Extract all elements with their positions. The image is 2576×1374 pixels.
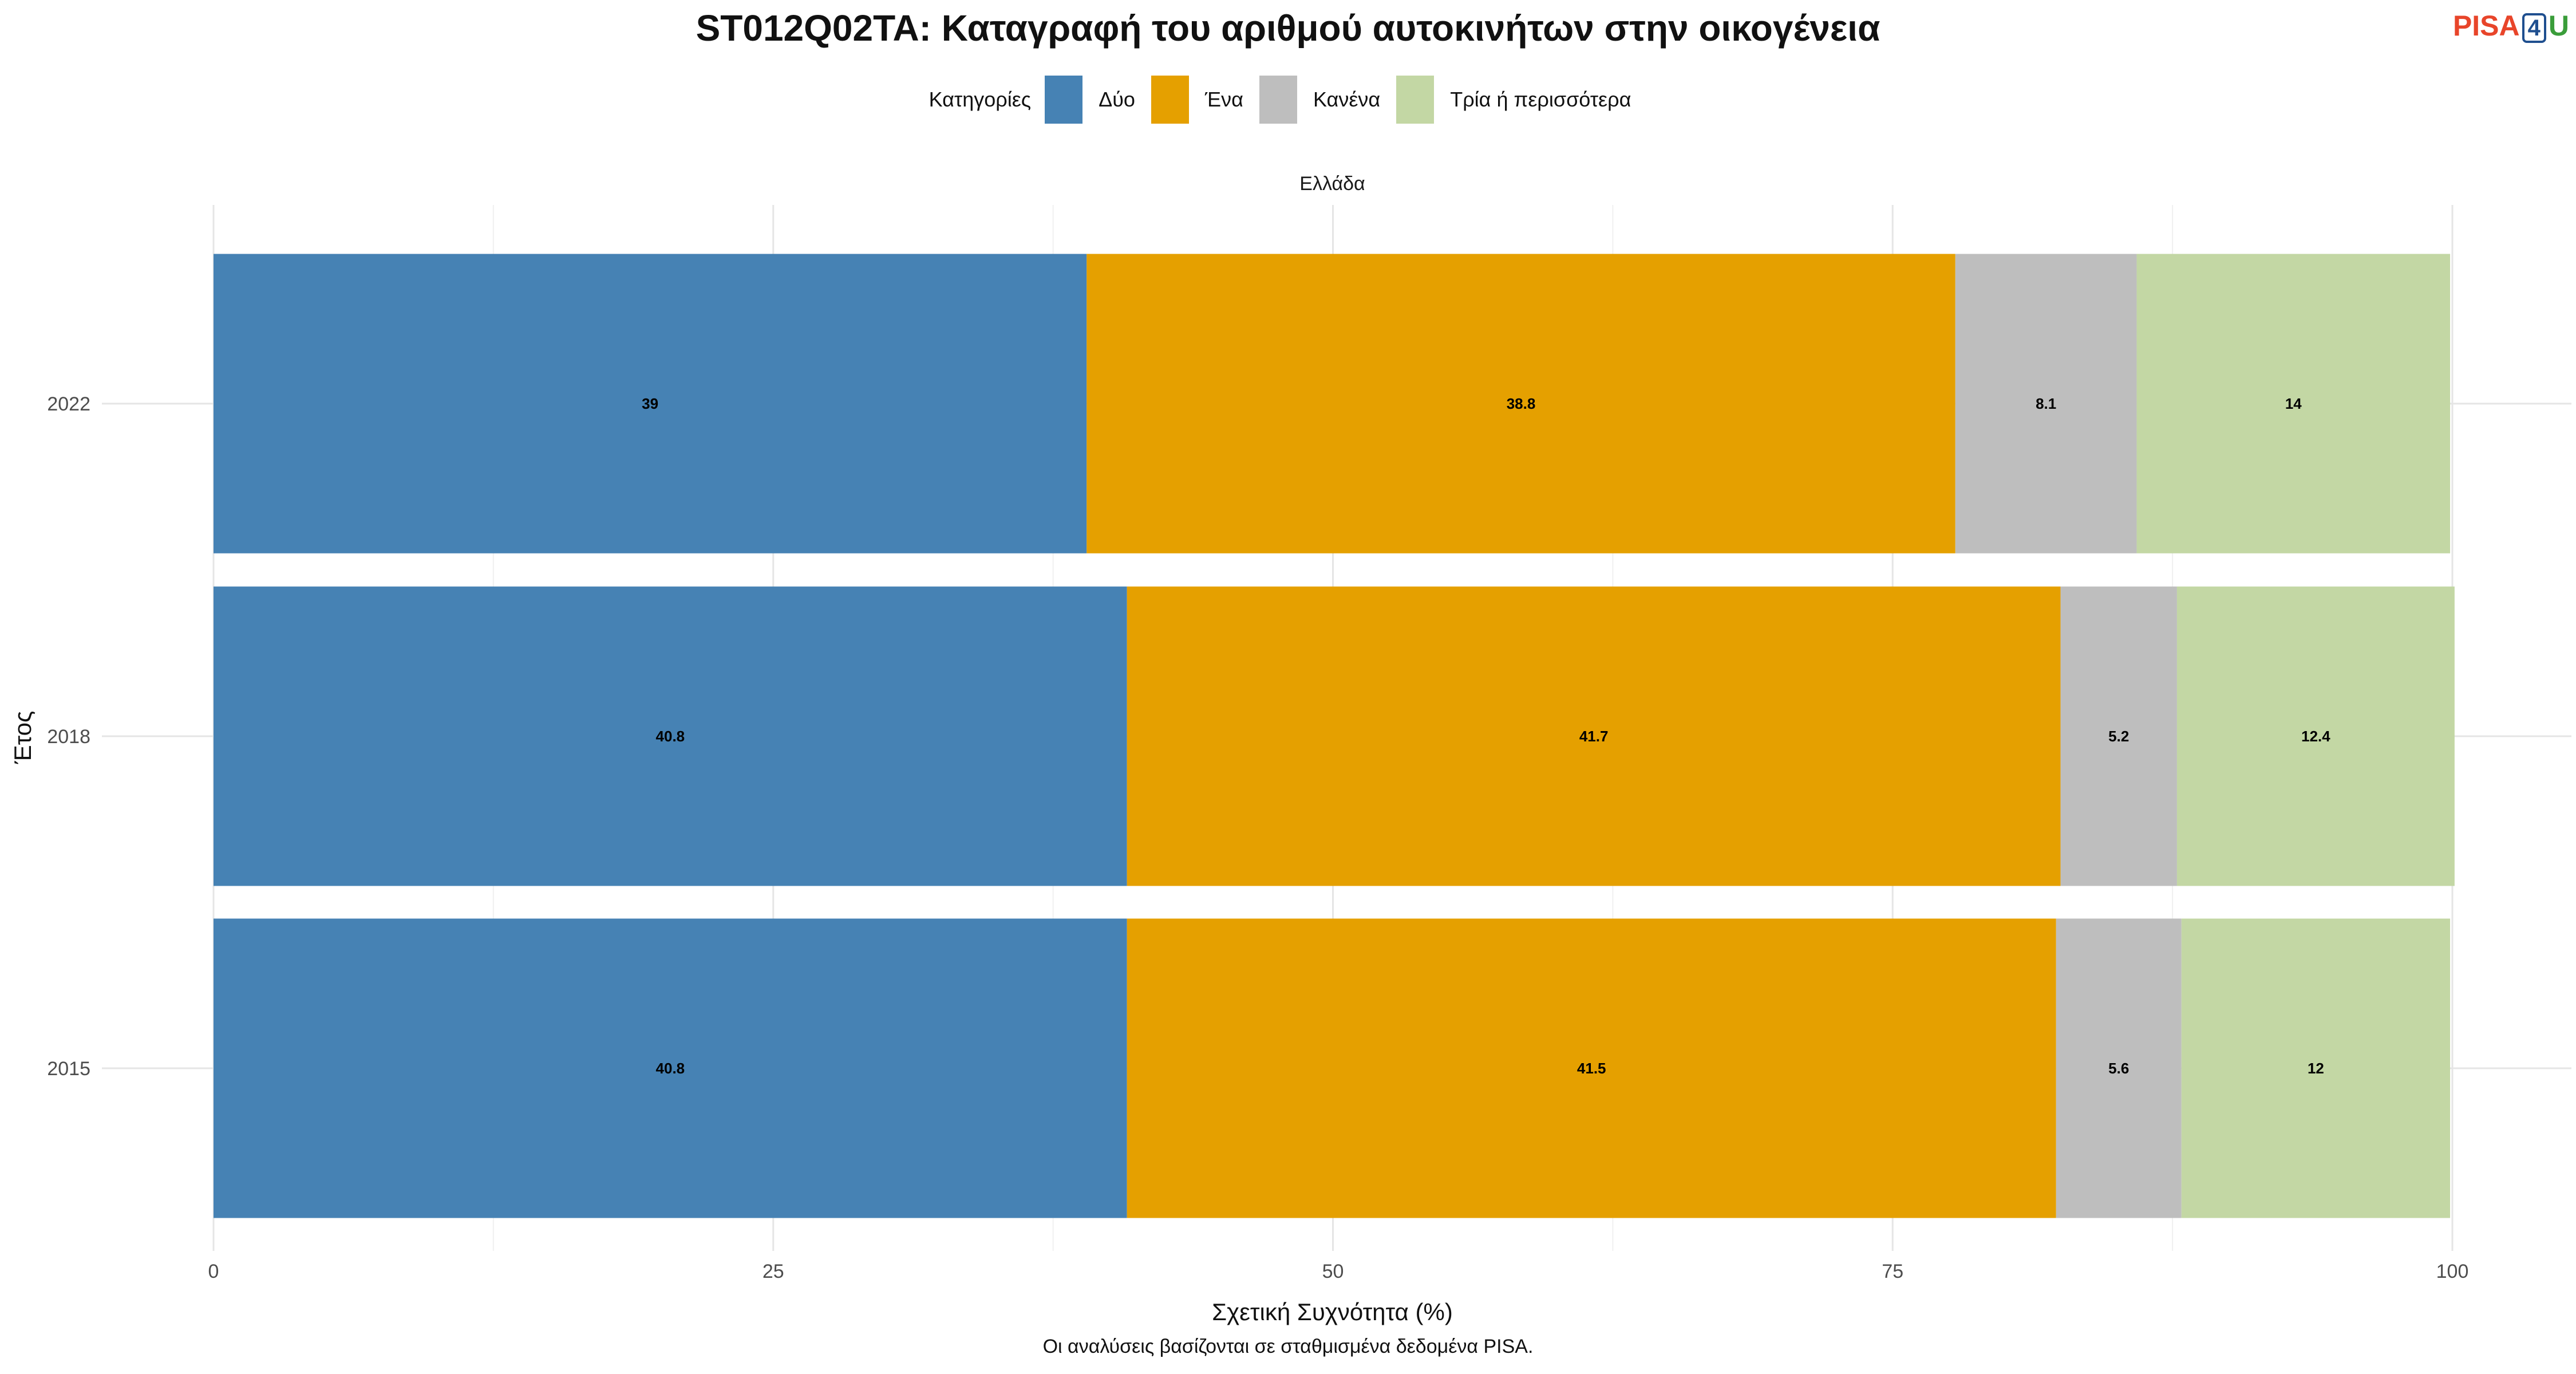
legend-swatch bbox=[1045, 76, 1083, 124]
data-label: 12 bbox=[2308, 1060, 2324, 1077]
bar-segment bbox=[214, 254, 1087, 554]
legend-item: Ένα bbox=[1151, 76, 1243, 124]
bar-segment bbox=[2136, 254, 2451, 554]
x-axis-label: Σχετική Συχνότητα (%) bbox=[1212, 1298, 1453, 1325]
legend-items: Δύο Ένα Κανένα Τρία ή περισσότερα bbox=[1045, 76, 1647, 124]
logo-u-text: U bbox=[2548, 10, 2569, 42]
data-label: 40.8 bbox=[656, 1060, 685, 1077]
legend-title: Κατηγορίες bbox=[929, 88, 1032, 111]
x-tick-label: 100 bbox=[2436, 1261, 2469, 1282]
legend-item: Δύο bbox=[1045, 76, 1135, 124]
caption: Οι αναλύσεις βασίζονται σε σταθμισμένα δ… bbox=[1042, 1336, 1534, 1357]
logo-pisa-text: PISA bbox=[2452, 10, 2520, 42]
legend-swatch bbox=[1396, 76, 1435, 124]
pisa4u-logo: PISA 4 U bbox=[2453, 11, 2569, 43]
data-label: 38.8 bbox=[1507, 395, 1536, 412]
bar-segment bbox=[214, 918, 1127, 1218]
y-axis-label: Έτος bbox=[9, 710, 36, 764]
bar-segment bbox=[2181, 918, 2451, 1218]
data-label: 8.1 bbox=[2036, 395, 2056, 412]
legend-swatch bbox=[1151, 76, 1189, 124]
data-label: 5.2 bbox=[2108, 728, 2129, 745]
logo-four-text: 4 bbox=[2522, 13, 2546, 43]
legend-swatch bbox=[1259, 76, 1297, 124]
data-label: 5.6 bbox=[2108, 1060, 2129, 1077]
x-tick-label: 50 bbox=[1322, 1261, 1344, 1282]
legend-label: Τρία ή περισσότερα bbox=[1450, 88, 1631, 111]
legend-label: Ένα bbox=[1204, 88, 1243, 111]
data-label: 14 bbox=[2285, 395, 2302, 412]
bar-segment bbox=[2060, 586, 2177, 886]
bar-segment bbox=[1086, 254, 1955, 554]
y-tick-label: 2022 bbox=[47, 393, 90, 415]
data-label: 41.7 bbox=[1579, 728, 1609, 745]
bar-segment bbox=[1127, 918, 2056, 1218]
legend-label: Δύο bbox=[1099, 88, 1135, 111]
y-tick-label: 2018 bbox=[47, 726, 90, 748]
bar-segment bbox=[2056, 918, 2182, 1218]
data-label: 40.8 bbox=[656, 728, 685, 745]
data-label: 39 bbox=[642, 395, 658, 412]
data-label: 12.4 bbox=[2301, 728, 2330, 745]
legend-item: Κανένα bbox=[1259, 76, 1380, 124]
bar-segment bbox=[214, 586, 1127, 886]
legend-item: Τρία ή περισσότερα bbox=[1396, 76, 1631, 124]
data-label: 41.5 bbox=[1577, 1060, 1606, 1077]
bar-segment bbox=[1127, 586, 2061, 886]
x-tick-label: 0 bbox=[208, 1261, 219, 1282]
y-tick-label: 2015 bbox=[47, 1058, 90, 1080]
bar-segment bbox=[2176, 586, 2455, 886]
legend-label: Κανένα bbox=[1313, 88, 1381, 111]
bar-segment bbox=[1955, 254, 2137, 554]
x-tick-label: 25 bbox=[762, 1261, 784, 1282]
chart-title: ST012Q02TA: Καταγραφή του αριθμού αυτοκι… bbox=[696, 7, 1880, 49]
legend: Κατηγορίες Δύο Ένα Κανένα Τρία ή περισσότερ… bbox=[0, 76, 2576, 124]
facet-label: Ελλάδα bbox=[1299, 173, 1365, 195]
x-tick-label: 75 bbox=[1882, 1261, 1903, 1282]
